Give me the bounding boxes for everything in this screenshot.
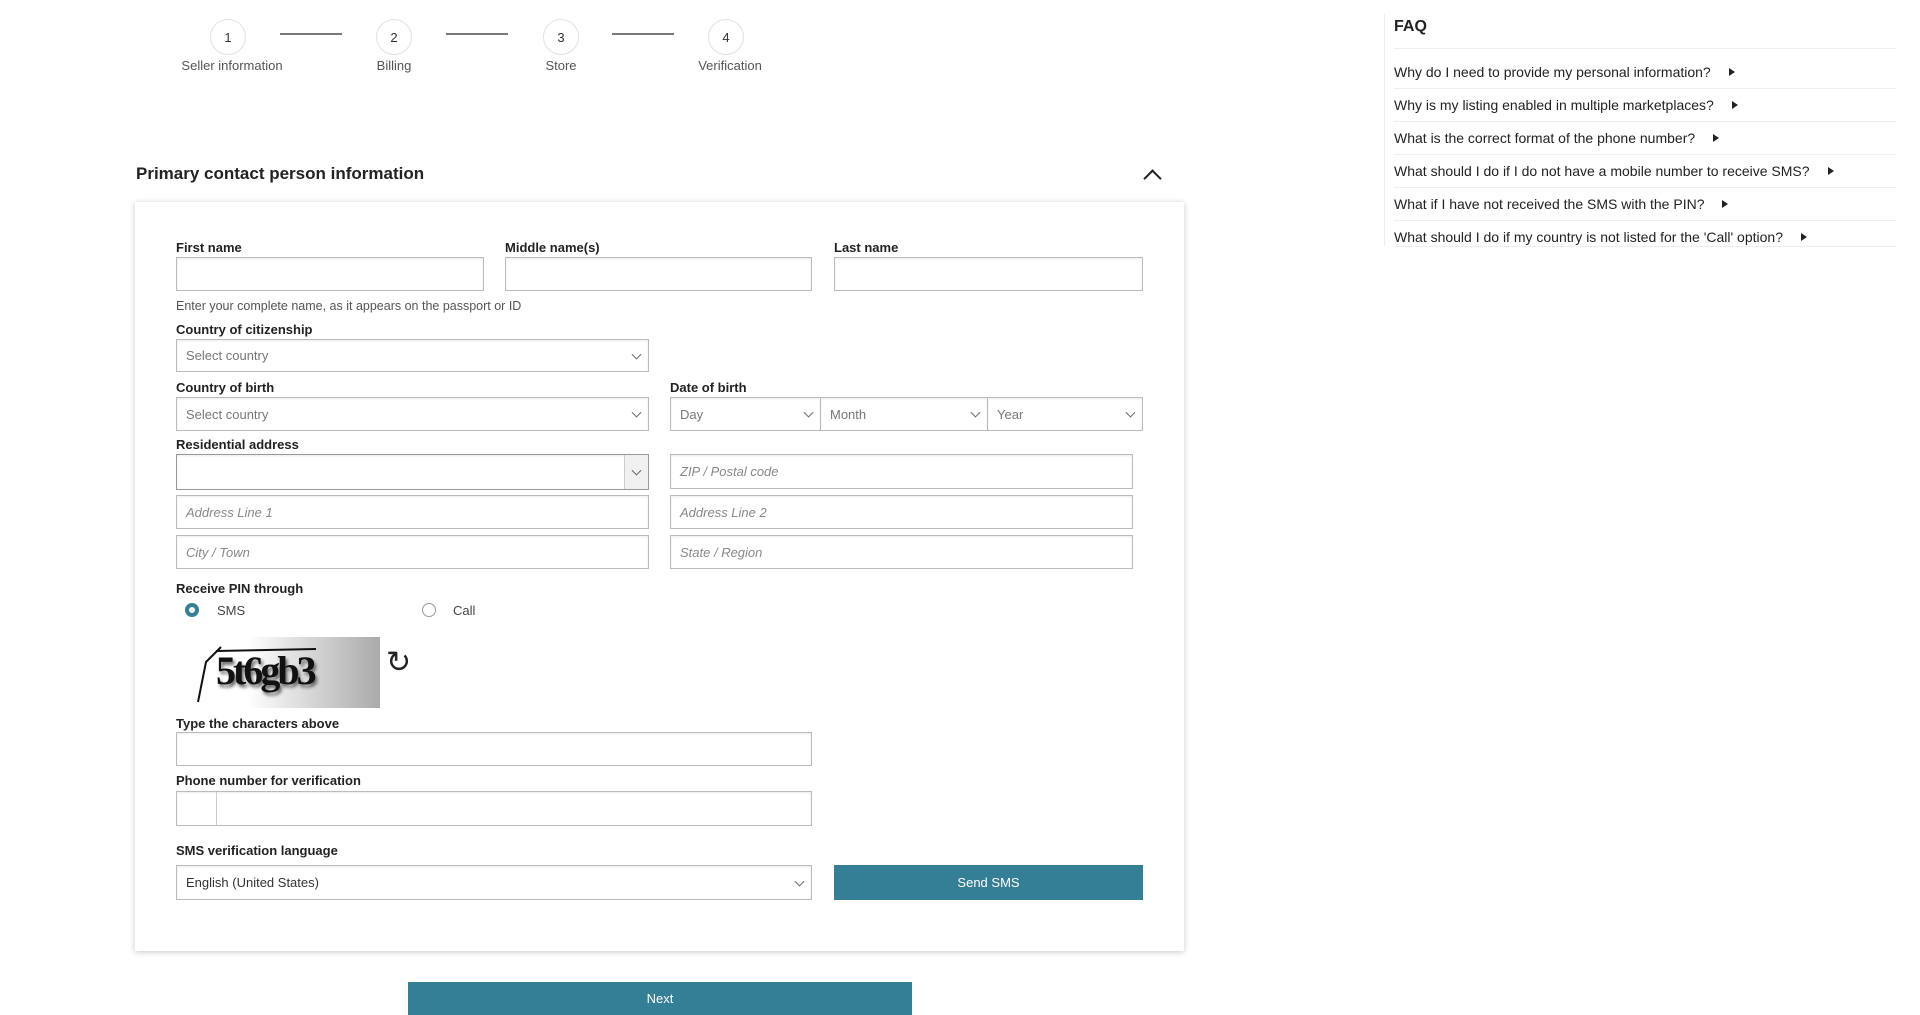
faq-item[interactable]: Why do I need to provide my personal inf… [1394, 55, 1894, 88]
chevron-down-icon [803, 407, 814, 418]
captcha-text: 5t6gb3 [216, 648, 317, 693]
step-divider [280, 33, 342, 35]
pin-label: Receive PIN through [176, 581, 304, 596]
citizenship-value: Select country [186, 348, 269, 363]
step-1-label: Seller information [181, 58, 283, 73]
faq-separator [1394, 187, 1896, 188]
chevron-down-icon [631, 407, 642, 418]
faq-item[interactable]: What if I have not received the SMS with… [1394, 187, 1894, 220]
faq-separator [1394, 154, 1896, 155]
faq-divider [1384, 14, 1385, 246]
sms-language-select[interactable]: English (United States) [176, 865, 812, 900]
triangle-right-icon [1827, 166, 1834, 175]
last-name-label: Last name [834, 240, 899, 255]
faq-separator [1394, 48, 1896, 49]
captcha-input-label: Type the characters above [176, 716, 340, 731]
faq-question: What should I do if my country is not li… [1394, 228, 1783, 245]
birth-country-value: Select country [186, 406, 269, 422]
dob-month-select[interactable]: Month [820, 397, 988, 431]
send-sms-button[interactable]: Send SMS [834, 865, 1143, 900]
triangle-right-icon [1722, 199, 1729, 208]
dob-month-value: Month [830, 406, 867, 422]
call-radio-label: Call [453, 603, 476, 618]
step-divider [612, 33, 674, 35]
contact-form-card [135, 202, 1184, 951]
faq-title: FAQ [1394, 18, 1427, 35]
triangle-right-icon [1728, 67, 1735, 76]
sms-language-value: English (United States) [186, 875, 319, 890]
city-input[interactable]: City / Town [176, 535, 649, 569]
chevron-down-icon [794, 876, 805, 887]
step-3-label: Store [545, 58, 577, 73]
faq-item[interactable]: What should I do if I do not have a mobi… [1394, 154, 1894, 187]
faq-separator [1394, 246, 1896, 247]
faq-question: What should I do if I do not have a mobi… [1394, 162, 1810, 179]
dob-day-select[interactable]: Day [670, 397, 821, 431]
zip-input[interactable]: ZIP / Postal code [670, 454, 1133, 489]
faq-separator [1394, 88, 1896, 89]
birth-country-select[interactable]: Select country [176, 397, 649, 431]
step-2-label: Billing [376, 58, 412, 73]
first-name-input[interactable] [176, 257, 484, 291]
faq-question: Why is my listing enabled in multiple ma… [1394, 96, 1714, 113]
first-name-label: First name [176, 240, 242, 255]
citizenship-select[interactable]: Select country [176, 339, 649, 372]
faq-item[interactable]: What is the correct format of the phone … [1394, 121, 1894, 154]
phone-input[interactable] [217, 792, 811, 825]
triangle-right-icon [1800, 232, 1807, 241]
faq-separator [1394, 121, 1896, 122]
phone-country-code[interactable] [177, 792, 217, 825]
phone-input-group [176, 791, 812, 826]
address-line1-input[interactable]: Address Line 1 [176, 495, 649, 529]
birth-country-label: Country of birth [176, 380, 275, 395]
name-hint: Enter your complete name, as it appears … [176, 299, 522, 313]
dob-year-value: Year [997, 406, 1024, 422]
dob-year-select[interactable]: Year [987, 397, 1143, 431]
chevron-down-icon [970, 407, 981, 418]
step-4-circle: 4 [708, 19, 744, 55]
call-radio[interactable] [422, 603, 436, 617]
step-divider [446, 33, 508, 35]
address-label: Residential address [176, 437, 299, 452]
phone-label: Phone number for verification [176, 773, 361, 788]
section-title: Primary contact person information [136, 164, 425, 183]
step-1-circle: 1 [210, 19, 246, 55]
address-line2-input[interactable]: Address Line 2 [670, 495, 1133, 529]
captcha-input[interactable] [176, 732, 812, 766]
dob-day-value: Day [680, 406, 704, 422]
state-input[interactable]: State / Region [670, 535, 1133, 569]
middle-name-label: Middle name(s) [505, 240, 600, 255]
triangle-right-icon [1713, 133, 1720, 142]
chevron-down-icon [631, 349, 642, 360]
citizenship-label: Country of citizenship [176, 322, 313, 337]
next-button[interactable]: Next [408, 982, 912, 1015]
chevron-down-icon [1125, 407, 1136, 418]
refresh-icon[interactable]: ↻ [386, 646, 412, 679]
faq-question: What is the correct format of the phone … [1394, 129, 1696, 146]
triangle-right-icon [1731, 100, 1738, 109]
faq-question: What if I have not received the SMS with… [1394, 195, 1705, 212]
faq-question: Why do I need to provide my personal inf… [1394, 63, 1711, 80]
faq-separator [1394, 220, 1896, 221]
step-2-circle: 2 [376, 19, 412, 55]
last-name-input[interactable] [834, 257, 1143, 291]
step-4-label: Verification [698, 58, 762, 73]
middle-name-input[interactable] [505, 257, 812, 291]
captcha-image: 5t6gb3 [176, 637, 380, 708]
chevron-up-icon[interactable] [1143, 169, 1162, 188]
sms-radio[interactable] [185, 603, 199, 617]
dob-label: Date of birth [670, 380, 747, 395]
faq-item[interactable]: What should I do if my country is not li… [1394, 220, 1894, 253]
sms-radio-label: SMS [217, 603, 246, 618]
sms-language-label: SMS verification language [176, 843, 338, 858]
faq-item[interactable]: Why is my listing enabled in multiple ma… [1394, 88, 1894, 121]
step-3-circle: 3 [543, 19, 579, 55]
address-country-select[interactable] [176, 454, 649, 490]
